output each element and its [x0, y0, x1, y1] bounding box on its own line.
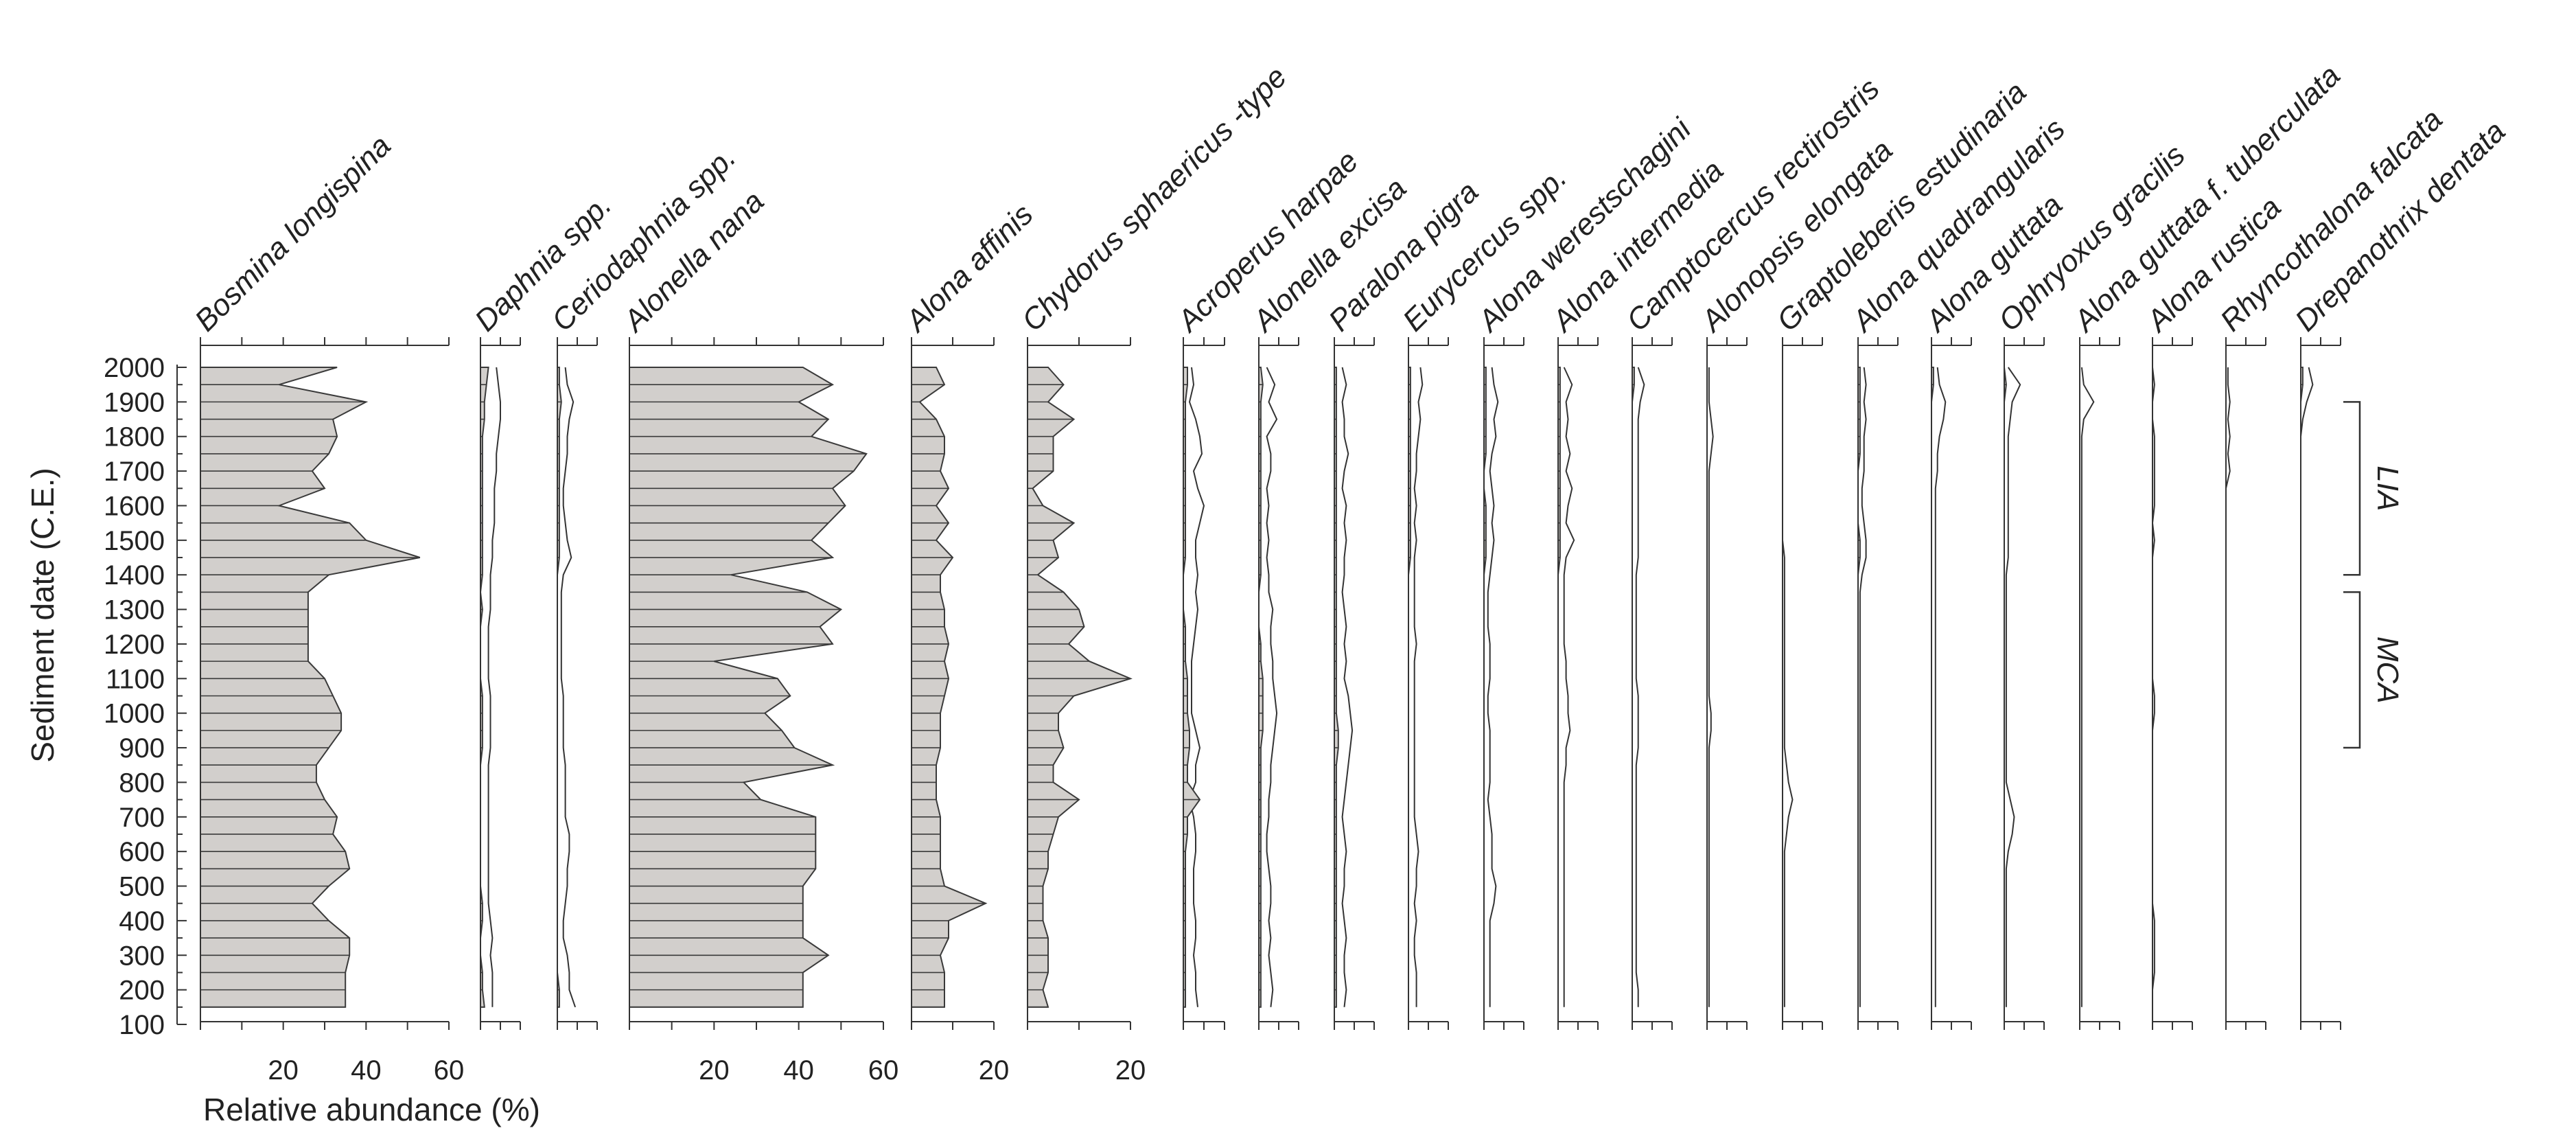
y-tick-label: 1100 — [106, 664, 165, 694]
climate-zones: LIA MCA — [2343, 401, 2404, 749]
area-alonella-nana — [629, 367, 868, 1008]
taxon-label-alona-affinis: Alona affinis — [898, 198, 1039, 339]
exaggeration-line-ceriodaphnia-spp — [560, 367, 577, 1008]
y-tick-label: 1700 — [104, 457, 165, 487]
panel-daphnia-spp: Daphnia spp. — [468, 188, 618, 1030]
panel-eurycercus-spp: Eurycercus spp. — [1396, 161, 1573, 1030]
exaggeration-line-alonopsis-elongata — [1708, 367, 1714, 1007]
y-tick-label: 1600 — [104, 491, 165, 521]
x-tick-label-alona-affinis: 20 — [979, 1055, 1010, 1086]
exaggeration-line-alona-intermedia — [1563, 367, 1575, 1007]
x-tick-label-alonella-nana: 60 — [868, 1055, 899, 1086]
x-tick-label-chydorus-sphaericus-type: 20 — [1115, 1055, 1146, 1086]
x-tick-label-bosmina-longispina: 60 — [434, 1055, 465, 1086]
zone-bracket-lia — [2343, 401, 2361, 576]
y-tick-label: 1900 — [104, 387, 165, 417]
exaggeration-line-eurycercus-spp — [1413, 367, 1424, 1007]
exaggeration-line-ophryoxus-gracilis — [2005, 367, 2021, 1007]
area-daphnia-spp — [479, 367, 489, 1008]
area-alona-affinis — [911, 367, 988, 1008]
exaggeration-line-camptocercus-rectirostris — [1635, 367, 1645, 1007]
y-tick-label: 100 — [119, 1010, 165, 1040]
y-tick-label: 1800 — [104, 422, 165, 452]
taxon-label-chydorus-sphaericus-type: Chydorus sphaericus -type — [1015, 60, 1293, 338]
zone-label-lia: LIA — [2371, 466, 2404, 511]
exaggeration-line-paralona-pigra — [1341, 367, 1354, 1007]
y-tick-label: 1200 — [104, 630, 165, 660]
x-tick-label-bosmina-longispina: 40 — [351, 1055, 382, 1086]
area-bosmina-longispina — [200, 367, 421, 1008]
exaggeration-line-drepanothrix-dentata — [2300, 367, 2314, 1007]
exaggeration-line-alona-guttata-f-tuberculata — [2080, 367, 2095, 1007]
exaggeration-line-acroperus-harpae — [1188, 367, 1205, 1007]
y-tick-label: 500 — [119, 872, 165, 902]
panel-bosmina-longispina: Bosmina longispina 20 40 60 — [188, 129, 464, 1086]
y-tick-label: 300 — [119, 941, 165, 971]
y-tick-label: 900 — [119, 733, 165, 764]
panel-alonella-excisa: Alonella excisa — [1245, 172, 1413, 1030]
panel-paralona-pigra: Paralona pigra — [1322, 175, 1485, 1030]
zone-bracket-mca — [2343, 591, 2361, 749]
exaggeration-line-graptoleberis-estudinaria — [1782, 367, 1794, 1007]
x-tick-label-alonella-nana: 20 — [699, 1055, 730, 1086]
area-chydorus-sphaericus-type — [1027, 367, 1133, 1008]
exaggeration-line-alona-guttata — [1934, 367, 1947, 1007]
y-tick-label: 2000 — [104, 353, 165, 383]
y-tick-label: 1000 — [104, 699, 165, 729]
y-tick-label: 800 — [119, 768, 165, 798]
y-tick-label: 200 — [119, 976, 165, 1006]
y-tick-label: 600 — [119, 837, 165, 867]
panel-alona-rustica: Alona rustica — [2139, 191, 2288, 1030]
panel-alona-intermedia: Alona intermedia — [1544, 154, 1730, 1030]
exaggeration-line-alona-werestschagini — [1487, 367, 1499, 1007]
y-axis-label: Sediment date (C.E.) — [25, 468, 60, 763]
exaggeration-line-alonella-excisa — [1266, 367, 1278, 1007]
y-axis: 100 200 300 400 500 600 700 800 900 1000 1100 1200 1… — [104, 353, 187, 1040]
panel-alona-affinis: Alona affinis 20 — [898, 198, 1039, 1086]
zone-label-mca: MCA — [2371, 636, 2404, 704]
y-tick-label: 400 — [119, 906, 165, 937]
y-tick-label: 700 — [119, 803, 165, 833]
y-tick-label: 1400 — [104, 560, 165, 590]
y-tick-label: 1500 — [104, 526, 165, 556]
panel-ophryoxus-gracilis: Ophryoxus gracilis — [1992, 139, 2192, 1030]
panel-chydorus-sphaericus-type: Chydorus sphaericus -type 20 — [1015, 60, 1293, 1086]
exaggeration-line-daphnia-spp — [487, 367, 501, 1007]
taxon-label-bosmina-longispina: Bosmina longispina — [188, 129, 397, 338]
x-tick-label-alonella-nana: 40 — [783, 1055, 814, 1086]
exaggeration-line-alona-quadrangularis — [1859, 367, 1867, 1007]
y-tick-label: 1300 — [104, 595, 165, 625]
x-axis-label: Relative abundance (%) — [203, 1092, 540, 1127]
x-tick-label-bosmina-longispina: 20 — [268, 1055, 299, 1086]
panel-alonopsis-elongata: Alonopsis elongata — [1693, 133, 1899, 1030]
